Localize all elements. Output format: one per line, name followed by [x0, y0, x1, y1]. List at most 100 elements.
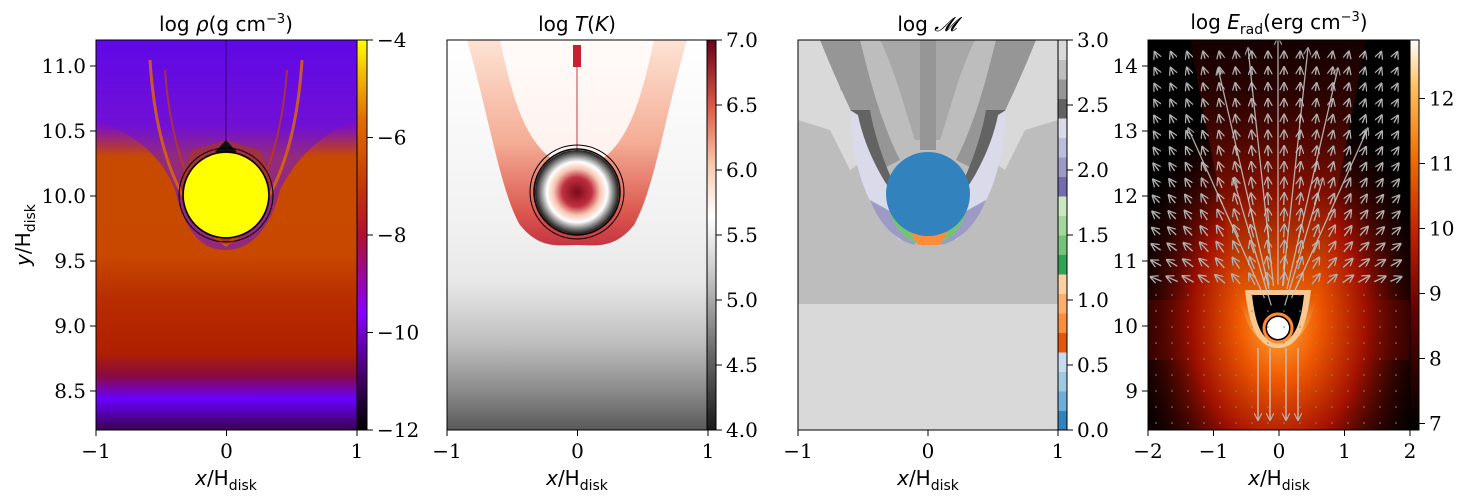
flux-vector-dot — [1379, 326, 1381, 328]
flux-vector-dot — [1251, 390, 1253, 392]
flux-vector — [1379, 52, 1382, 59]
flux-vector-dot — [1203, 358, 1205, 360]
flux-vector-dot — [1379, 342, 1381, 344]
flux-vector — [1150, 277, 1162, 281]
flux-vector — [1202, 131, 1205, 140]
flux-vector-dot — [1171, 310, 1173, 312]
panel-mach-title: log 𝓜 — [897, 12, 963, 36]
flux-vector-dot — [1363, 358, 1365, 360]
flux-vector — [1347, 67, 1349, 74]
flux-vector — [1153, 147, 1158, 154]
radiation-y-ticks: 9 10 11 12 13 14 — [1113, 54, 1148, 403]
flux-vector-dot — [1283, 310, 1285, 312]
flux-vector-dot — [1315, 342, 1317, 344]
flux-vector — [1235, 162, 1238, 173]
flux-vector-dot — [1299, 294, 1301, 296]
flux-vector-dot — [1363, 406, 1365, 408]
flux-vector — [1300, 83, 1301, 92]
flux-vector — [1394, 68, 1397, 75]
flux-vector-dot — [1267, 358, 1269, 360]
flux-vector — [1185, 179, 1190, 188]
flux-vector — [1154, 131, 1159, 138]
flux-vector — [1358, 259, 1369, 268]
flux-vector-dot — [1203, 342, 1205, 344]
mach-x-ticks: −1 0 1 — [783, 430, 1064, 463]
flux-vector — [1299, 177, 1301, 189]
flux-vector — [1313, 241, 1319, 254]
mach-colorbar-tick-label: 1.5 — [1077, 223, 1109, 247]
mach-colorbar-tick-label: 1.0 — [1077, 288, 1109, 312]
flux-vector-dot — [1363, 326, 1365, 328]
flux-vector-dot — [1331, 326, 1333, 328]
mach-x-tick-label: −1 — [783, 439, 812, 463]
flux-vector — [1394, 84, 1397, 91]
flux-vector — [1283, 257, 1284, 270]
flux-vector-dot — [1219, 310, 1221, 312]
flux-vector-dot — [1171, 326, 1173, 328]
flux-vector-dot — [1155, 342, 1157, 344]
radiation-colorbar-tick-label: 9 — [1429, 282, 1442, 306]
flux-vector-dot — [1331, 422, 1333, 424]
flux-vector — [1200, 242, 1209, 253]
flux-vector — [1170, 115, 1174, 123]
flux-vector-dot — [1203, 406, 1205, 408]
flux-vector-dot — [1315, 358, 1317, 360]
flux-vector — [1300, 99, 1301, 108]
panel-temperature-title: log T(K) — [538, 12, 616, 36]
density-y-tick-label: 9.0 — [54, 314, 86, 338]
radiation-colorbar — [1410, 40, 1419, 430]
flux-vector — [1299, 209, 1301, 222]
flux-vector — [1154, 84, 1157, 91]
flux-vector — [1358, 243, 1368, 252]
flux-vector-dot — [1395, 310, 1397, 312]
flux-vector — [1331, 99, 1333, 108]
mach-colorbar-segment — [1058, 79, 1067, 99]
flux-vector — [1361, 194, 1367, 204]
flux-vector — [1202, 147, 1206, 156]
flux-vector-dot — [1155, 326, 1157, 328]
mach-colorbar-segment — [1058, 59, 1067, 80]
radiation-x-axis-label: x/Hdisk — [1247, 466, 1311, 494]
flux-vector — [1251, 114, 1252, 124]
flux-vector-dot — [1283, 406, 1285, 408]
flux-vector-dot — [1171, 422, 1173, 424]
flux-vector-dot — [1187, 326, 1189, 328]
flux-vector-dot — [1315, 390, 1317, 392]
radiation-x-tick-label: 1 — [1338, 439, 1351, 463]
flux-vector — [1233, 225, 1238, 238]
radiation-y-tick-label: 10 — [1113, 314, 1138, 338]
flux-vector — [1201, 194, 1207, 205]
flux-vector — [1393, 179, 1399, 187]
flux-vector — [1252, 99, 1253, 108]
radiation-x-tick-label: −1 — [1199, 439, 1228, 463]
mach-colorbar-segment — [1058, 235, 1067, 255]
flux-vector — [1170, 99, 1173, 106]
flux-vector — [1346, 131, 1349, 140]
temperature-colorbar-tick-label: 5.5 — [726, 223, 758, 247]
radiation-y-tick-label: 13 — [1113, 119, 1138, 143]
flux-vector — [1373, 276, 1386, 282]
flux-vector — [1250, 257, 1255, 270]
flux-vector — [1374, 243, 1384, 252]
flux-vector — [1203, 99, 1206, 107]
flux-vector — [1284, 241, 1285, 254]
flux-vector-dot — [1171, 294, 1173, 296]
flux-vector — [1284, 225, 1285, 238]
mach-colorbar-segment — [1058, 176, 1067, 197]
flux-vector — [1345, 210, 1351, 221]
flux-vector — [1268, 177, 1269, 189]
flux-vector-dot — [1187, 358, 1189, 360]
flux-vector — [1346, 147, 1350, 156]
flux-vector-dot — [1155, 422, 1157, 424]
mach-x-tick-label: 0 — [922, 439, 935, 463]
flux-vector — [1362, 115, 1365, 123]
flux-vector-dot — [1171, 342, 1173, 344]
radiation-x-ticks: −2 −1 0 1 2 — [1133, 430, 1416, 463]
flux-vector-dot — [1379, 294, 1381, 296]
temperature-x-tick-label: 0 — [571, 439, 584, 463]
flux-vector — [1268, 193, 1269, 206]
flux-vector — [1216, 258, 1225, 269]
mach-colorbar-segment — [1058, 274, 1067, 294]
flux-vector — [1202, 162, 1206, 172]
